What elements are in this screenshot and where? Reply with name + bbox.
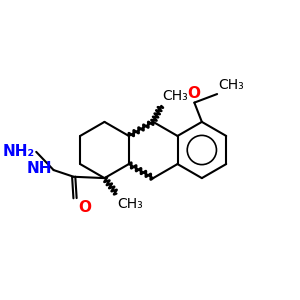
Text: CH₃: CH₃ — [218, 78, 244, 92]
Text: O: O — [78, 200, 91, 214]
Text: NH₂: NH₂ — [3, 144, 35, 159]
Text: CH₃: CH₃ — [118, 197, 143, 211]
Text: CH₃: CH₃ — [162, 88, 188, 103]
Text: O: O — [187, 86, 200, 101]
Text: NH: NH — [27, 161, 52, 176]
